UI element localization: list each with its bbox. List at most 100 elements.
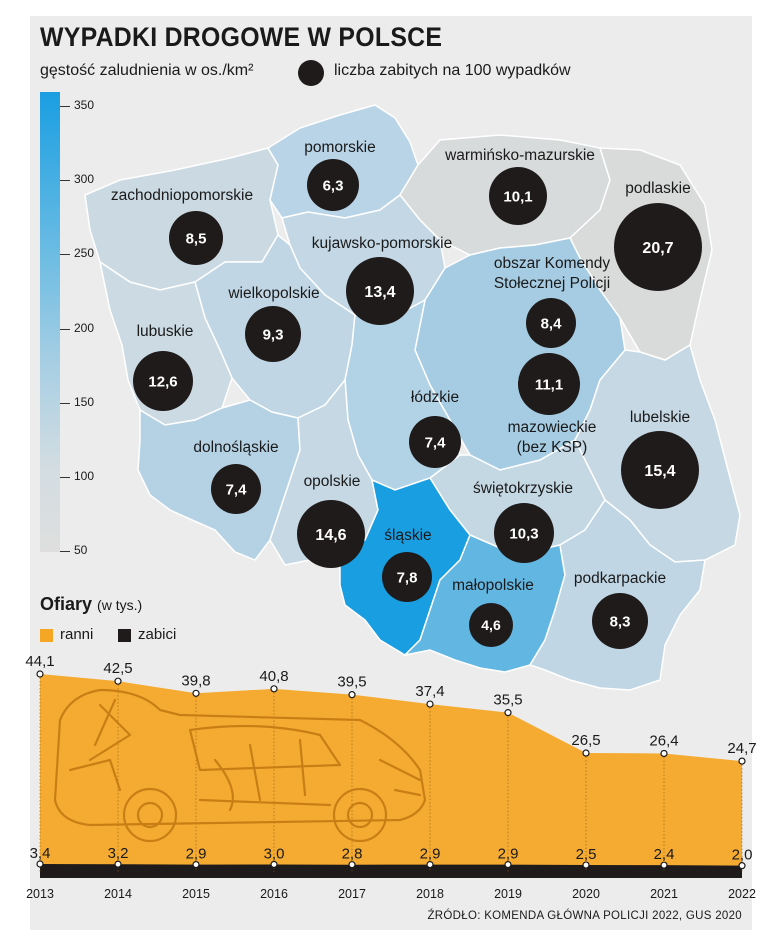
bubble-legend-dot <box>298 60 324 86</box>
fatality-bubble <box>382 552 432 602</box>
region-label: łódzkie <box>411 389 459 406</box>
density-color-scale <box>40 92 60 552</box>
killed-area <box>40 864 742 878</box>
injured-point <box>192 689 200 697</box>
region-label: podkarpackie <box>574 570 666 587</box>
injured-point <box>738 757 746 765</box>
victims-unit: (w tys.) <box>97 597 143 613</box>
region-label: dolnośląskie <box>193 439 278 456</box>
scale-tick-mark <box>60 402 70 404</box>
fatality-bubble <box>297 500 365 568</box>
fatality-value: 7,4 <box>425 434 447 451</box>
killed-point <box>738 862 746 870</box>
scale-tick-label: 150 <box>74 394 95 409</box>
year-tick-label: 2013 <box>26 887 54 901</box>
injured-value-label: 37,4 <box>415 683 444 700</box>
fatality-bubble <box>245 306 301 362</box>
killed-value-label: 3,4 <box>30 845 51 862</box>
fatality-bubble <box>307 159 359 211</box>
injured-point <box>36 670 44 678</box>
scale-tick-mark <box>60 476 70 478</box>
scale-tick-label: 350 <box>74 98 95 112</box>
killed-point <box>426 860 434 869</box>
killed-value-label: 2,0 <box>732 847 753 864</box>
fatality-bubble <box>211 464 261 514</box>
injured-point <box>504 709 512 717</box>
region-label: Stołecznej Policji <box>494 275 610 292</box>
legend-killed-swatch <box>118 629 131 642</box>
fatality-bubble <box>133 351 193 411</box>
killed-value-label: 2,9 <box>498 846 519 863</box>
fatality-bubble <box>518 353 580 415</box>
fatality-bubble <box>409 416 461 468</box>
region-label: mazowieckie <box>508 419 597 436</box>
region-label: wielkopolskie <box>227 285 319 302</box>
scale-tick-label: 250 <box>74 246 95 261</box>
region-label: obszar Komendy <box>494 255 611 272</box>
killed-point <box>36 860 44 868</box>
year-tick-label: 2019 <box>494 887 522 901</box>
killed-value-label: 2,9 <box>420 846 441 863</box>
injured-value-label: 39,8 <box>181 672 210 689</box>
killed-point <box>660 861 668 869</box>
year-tick-label: 2015 <box>182 887 210 901</box>
fatality-value: 15,4 <box>644 463 675 480</box>
year-tick-label: 2020 <box>572 887 600 901</box>
killed-value-label: 2,4 <box>654 846 675 863</box>
injured-point <box>426 700 434 708</box>
injured-point <box>114 677 122 685</box>
fatality-value: 8,4 <box>541 315 563 332</box>
fatality-bubble <box>621 431 699 509</box>
injured-value-label: 42,5 <box>103 660 132 677</box>
injured-value-label: 35,5 <box>493 692 522 709</box>
fatality-bubble <box>592 593 648 649</box>
scale-tick-mark <box>60 254 70 256</box>
injured-value-label: 44,1 <box>25 653 54 670</box>
scale-tick-mark <box>60 180 70 182</box>
fatality-bubble <box>169 211 223 265</box>
scale-tick-mark <box>60 328 70 330</box>
fatality-value: 7,4 <box>226 481 248 498</box>
killed-point <box>582 861 590 869</box>
killed-value-label: 3,0 <box>264 845 285 862</box>
fatality-value: 7,8 <box>397 569 418 586</box>
year-tick-label: 2018 <box>416 887 444 901</box>
fatality-value: 4,6 <box>481 617 501 633</box>
car-illustration <box>53 688 427 843</box>
fatality-value: 13,4 <box>364 284 395 301</box>
injured-point <box>348 691 356 699</box>
scale-tick-mark <box>60 551 70 552</box>
injured-point <box>270 685 278 693</box>
fatality-value: 20,7 <box>642 240 673 257</box>
killed-point <box>504 860 512 869</box>
year-tick-label: 2017 <box>338 887 366 901</box>
region-label: małopolskie <box>452 577 534 594</box>
fatality-bubble <box>469 603 513 647</box>
scale-tick-label: 200 <box>74 320 95 335</box>
fatality-bubble <box>346 257 414 325</box>
fatality-value: 8,5 <box>186 230 207 247</box>
fatality-value: 11,1 <box>535 376 563 393</box>
killed-value-label: 2,9 <box>186 846 207 863</box>
region-label: podlaskie <box>625 180 691 197</box>
scale-tick-label: 100 <box>74 468 95 483</box>
year-tick-label: 2021 <box>650 887 678 901</box>
scale-tick-label: 50 <box>74 543 88 557</box>
page-title: WYPADKI DROGOWE W POLSCE <box>40 22 443 52</box>
region-label: zachodniopomorskie <box>111 187 253 204</box>
year-tick-label: 2022 <box>728 887 756 901</box>
killed-point <box>270 860 278 869</box>
legend-injured-swatch <box>40 629 53 642</box>
region-label: kujawsko-pomorskie <box>312 235 452 252</box>
killed-point <box>114 860 122 868</box>
region-label: lubelskie <box>630 409 690 426</box>
bubble-legend-label: liczba zabitych na 100 wypadków <box>334 62 571 79</box>
fatality-bubble <box>489 167 547 225</box>
region-label: świętokrzyskie <box>473 480 573 497</box>
region-label: warmińsko-mazurskie <box>444 147 595 164</box>
source-note: ŹRÓDŁO: KOMENDA GŁÓWNA POLICJI 2022, GUS… <box>427 910 742 922</box>
victims-title: Ofiary (w tys.) <box>40 594 142 615</box>
legend-killed-label: zabici <box>138 626 177 643</box>
fatality-bubble <box>614 203 702 291</box>
region-label: lubuskie <box>137 323 194 340</box>
